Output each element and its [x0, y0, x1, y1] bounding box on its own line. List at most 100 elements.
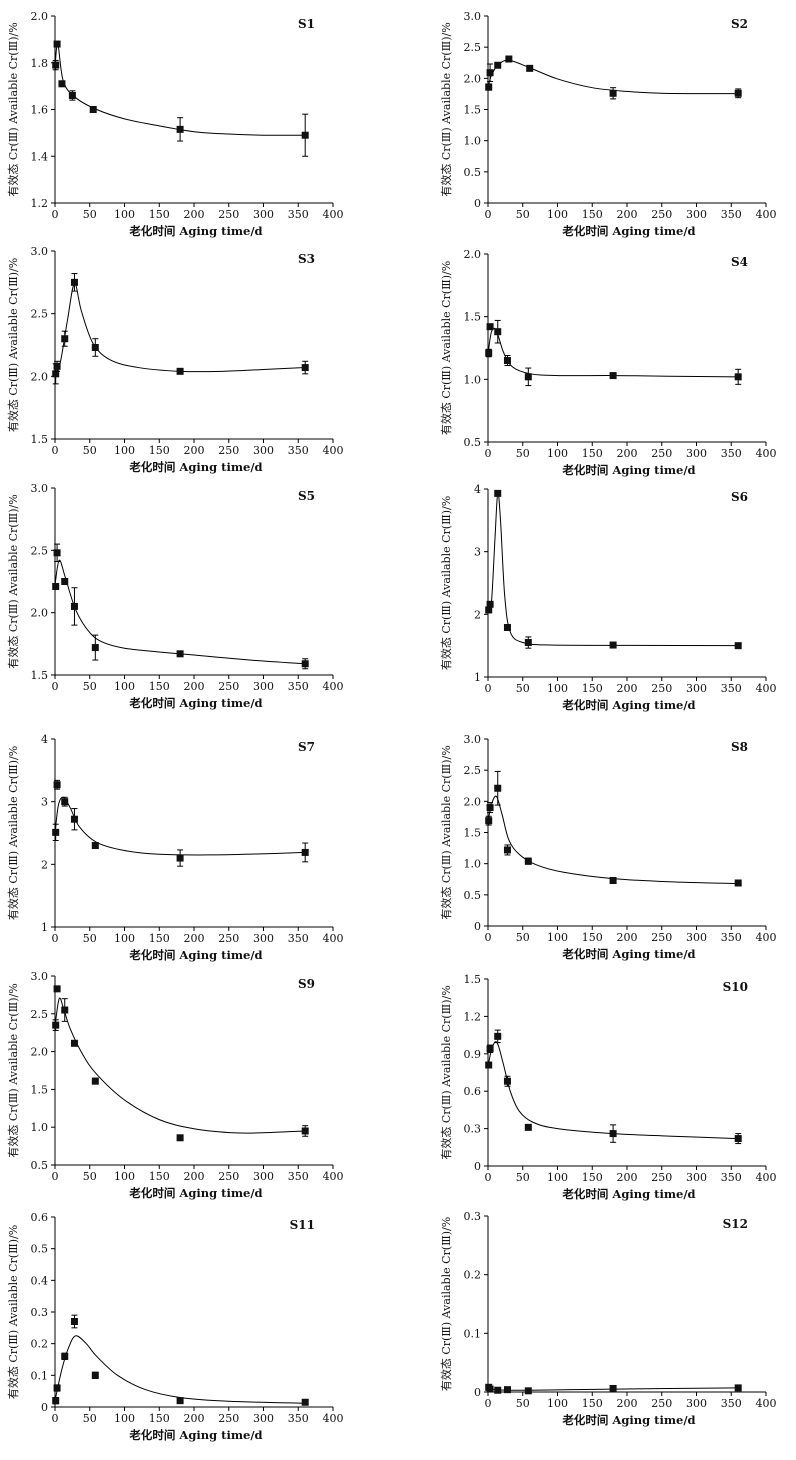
data-point: [524, 1123, 532, 1131]
x-axis-label: 老化时间 Aging time/d: [561, 947, 695, 961]
data-point: [53, 549, 61, 557]
x-tick-label: 50: [516, 447, 530, 460]
data-point: [61, 335, 69, 343]
x-tick-label: 150: [149, 680, 170, 693]
y-tick-label: 0: [474, 920, 481, 933]
chart-panel-6: 0 50 100 150 200 250 300 350 400 1 2 3 4 老化时间 Aging t…: [439, 483, 777, 712]
y-tick-label: 0.3: [31, 1306, 49, 1319]
x-tick-label: 350: [288, 444, 309, 457]
x-tick-label: 400: [756, 1397, 777, 1410]
x-tick-label: 200: [184, 444, 205, 457]
data-point: [494, 1386, 502, 1394]
data-point: [70, 1318, 78, 1325]
x-tick-label: 250: [651, 931, 672, 944]
data-point: [503, 1386, 511, 1394]
y-tick-label: 2.5: [31, 544, 49, 557]
data-point: [494, 328, 502, 336]
x-tick-label: 50: [83, 1412, 97, 1425]
data-point: [91, 1371, 99, 1379]
data-point: [61, 1006, 69, 1014]
x-tick-label: 100: [547, 447, 568, 460]
x-axis-label: 老化时间 Aging time/d: [128, 1186, 262, 1200]
y-axis-label: 有效态 Cr(Ⅲ) Available Cr(Ⅲ)/%: [6, 494, 20, 668]
x-tick-label: 100: [114, 444, 135, 457]
x-tick-label: 150: [582, 1171, 603, 1184]
data-point: [53, 40, 61, 48]
x-tick-label: 400: [756, 447, 777, 460]
data-point: [52, 370, 60, 378]
data-point: [524, 857, 532, 865]
y-tick-label: 1.2: [464, 1010, 482, 1023]
y-tick-label: 1.5: [464, 973, 482, 986]
panel-title: S2: [731, 17, 748, 31]
x-tick-label: 100: [114, 1170, 135, 1183]
chart-panel-8: 0 50 100 150 200 250 300 350 400 0 0.5 1.0 1.5 2.0 2.5…: [439, 733, 777, 961]
y-tick-label: 3.0: [31, 970, 49, 983]
y-tick-label: 2.5: [464, 764, 482, 777]
y-axis-label: 有效态 Cr(Ⅲ) Available Cr(Ⅲ)/%: [6, 983, 20, 1157]
x-tick-label: 250: [218, 680, 239, 693]
x-tick-label: 350: [721, 447, 742, 460]
data-point: [486, 69, 494, 77]
x-tick-label: 150: [149, 208, 170, 221]
x-tick-label: 300: [686, 931, 707, 944]
x-tick-label: 300: [253, 932, 274, 945]
y-tick-label: 3: [41, 796, 48, 809]
x-tick-label: 350: [288, 680, 309, 693]
x-axis-label: 老化时间 Aging time/d: [561, 1413, 695, 1427]
x-axis-label: 老化时间 Aging time/d: [128, 948, 262, 962]
data-point: [609, 1130, 617, 1138]
data-point: [485, 83, 493, 91]
data-point: [70, 602, 78, 610]
data-point: [486, 804, 494, 812]
x-tick-label: 50: [516, 682, 530, 695]
data-point: [53, 985, 61, 993]
y-tick-label: 1.5: [31, 1083, 49, 1096]
x-tick-label: 200: [617, 447, 638, 460]
chart-panel-1: 0 50 100 150 200 250 300 350 400 1.2 1.4 1.6 1.8 2.0 老…: [6, 10, 344, 238]
y-tick-label: 1.4: [31, 150, 49, 163]
x-axis-label: 老化时间 Aging time/d: [561, 1187, 695, 1201]
y-tick-label: 1.0: [464, 135, 482, 148]
x-tick-label: 50: [83, 932, 97, 945]
y-tick-label: 2.0: [31, 1046, 49, 1059]
panel-title: S3: [298, 252, 315, 266]
data-point: [52, 828, 60, 836]
chart-panel-3: 0 50 100 150 200 250 300 350 400 1.5 2.0 2.5 3.0 老化时间…: [6, 245, 344, 474]
panel-title: S5: [298, 489, 315, 503]
data-point: [301, 1398, 309, 1406]
panel-title: S6: [731, 490, 748, 504]
x-tick-label: 250: [651, 447, 672, 460]
x-tick-label: 50: [516, 1171, 530, 1184]
x-tick-label: 300: [686, 1397, 707, 1410]
y-tick-label: 2.0: [464, 72, 482, 85]
data-point: [301, 364, 309, 372]
data-point: [301, 848, 309, 856]
data-point: [485, 817, 493, 825]
y-tick-label: 2.0: [31, 370, 49, 383]
x-tick-label: 50: [516, 931, 530, 944]
data-point: [53, 781, 61, 789]
x-tick-label: 50: [83, 1170, 97, 1183]
x-tick-label: 200: [617, 1171, 638, 1184]
x-tick-label: 150: [149, 1412, 170, 1425]
fit-curve: [487, 492, 739, 647]
panel-title: S10: [723, 980, 748, 994]
y-tick-label: 0.5: [31, 1243, 49, 1256]
y-tick-label: 0: [474, 197, 481, 210]
x-tick-label: 150: [149, 444, 170, 457]
y-axis-label: 有效态 Cr(Ⅲ) Available Cr(Ⅲ)/%: [6, 22, 20, 196]
data-point: [734, 89, 742, 97]
y-tick-label: 0.6: [464, 1085, 482, 1098]
x-tick-label: 250: [218, 444, 239, 457]
y-tick-label: 4: [474, 483, 481, 496]
y-tick-label: 0.3: [464, 1210, 482, 1223]
x-tick-label: 200: [617, 682, 638, 695]
data-point: [494, 489, 502, 497]
x-tick-label: 200: [617, 931, 638, 944]
y-axis-label: 有效态 Cr(Ⅲ) Available Cr(Ⅲ)/%: [439, 22, 453, 196]
x-tick-label: 400: [756, 208, 777, 221]
panel-title: S8: [731, 740, 748, 754]
x-axis-label: 老化时间 Aging time/d: [128, 224, 262, 238]
x-tick-label: 0: [485, 447, 492, 460]
